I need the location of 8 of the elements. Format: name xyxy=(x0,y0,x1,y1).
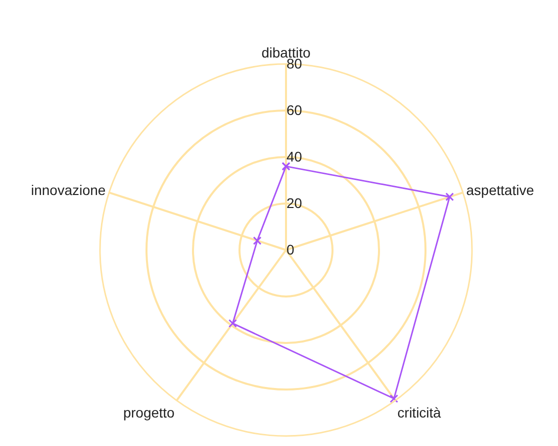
y-tick-label: 40 xyxy=(286,148,302,165)
y-tick-label: 60 xyxy=(286,102,302,118)
spoke-label: aspettative xyxy=(466,182,534,198)
y-tick-label: 20 xyxy=(286,195,302,212)
spoke-label: criticità xyxy=(397,404,442,421)
spoke-label: progetto xyxy=(123,404,175,421)
spoke-label: innovazione xyxy=(30,182,106,198)
y-tick-label: 0 xyxy=(286,242,294,258)
